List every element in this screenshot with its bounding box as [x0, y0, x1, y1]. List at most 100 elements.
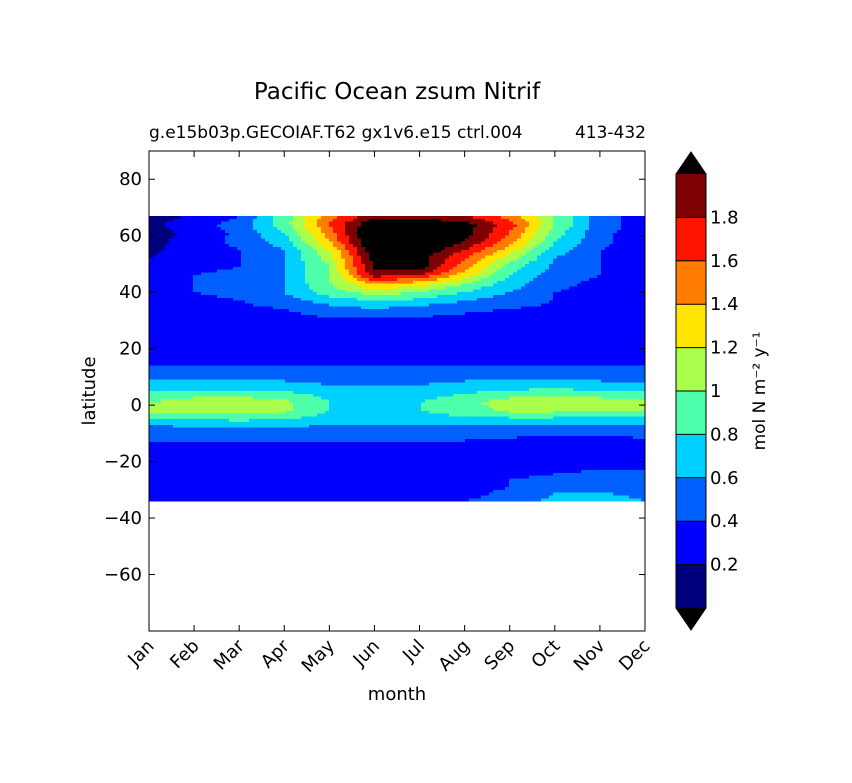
- contour-cell: [269, 252, 274, 257]
- contour-cell: [517, 241, 522, 245]
- contour-cell: [193, 289, 198, 293]
- contour-cell: [197, 269, 202, 274]
- contour-cell: [473, 258, 478, 262]
- contour-cell: [469, 280, 474, 285]
- contour-cell: [261, 258, 266, 262]
- contour-cell: [313, 238, 318, 242]
- contour-cell: [577, 221, 582, 226]
- contour-cell: [389, 235, 394, 240]
- contour-cell: [249, 235, 254, 240]
- contour-cell: [257, 263, 262, 268]
- contour-cell: [197, 275, 202, 279]
- contour-cell: [217, 218, 222, 223]
- contour-cell: [553, 269, 558, 274]
- contour-cell: [233, 303, 238, 307]
- contour-cell: [201, 252, 206, 257]
- contour-cell: [577, 252, 582, 257]
- contour-cell: [217, 295, 222, 299]
- contour-cell: [249, 244, 254, 248]
- contour-cell: [157, 255, 162, 259]
- contour-cell: [201, 295, 206, 299]
- contour-cell: [449, 280, 454, 285]
- contour-cell: [269, 297, 274, 302]
- contour-cell: [325, 235, 330, 240]
- contour-cell: [233, 249, 238, 254]
- contour-cell: [601, 278, 606, 282]
- contour-cell: [229, 295, 234, 299]
- contour-cell: [353, 263, 358, 268]
- contour-cell: [617, 286, 622, 290]
- contour-cell: [501, 272, 506, 276]
- contour-cell: [197, 221, 202, 226]
- contour-cell: [289, 261, 294, 265]
- contour-cell: [589, 230, 594, 234]
- contour-cell: [337, 252, 342, 257]
- contour-cell: [441, 252, 446, 257]
- contour-cell: [565, 283, 570, 288]
- contour-cell: [473, 275, 478, 279]
- contour-cell: [453, 247, 458, 251]
- contour-cell: [193, 261, 198, 265]
- contour-cell: [601, 244, 606, 248]
- contour-cell: [445, 272, 450, 276]
- contour-cell: [349, 266, 354, 271]
- contour-cell: [473, 224, 478, 228]
- contour-cell: [409, 261, 414, 265]
- contour-cell: [297, 289, 302, 293]
- contour-cell: [165, 244, 170, 248]
- contour-cell: [301, 255, 306, 259]
- contour-cell: [285, 258, 290, 262]
- contour-cell: [177, 269, 182, 274]
- contour-cell: [513, 292, 518, 296]
- contour-cell: [217, 224, 222, 228]
- contour-cell: [617, 266, 622, 271]
- contour-cell: [201, 258, 206, 262]
- contour-cell: [553, 258, 558, 262]
- contour-cell: [329, 235, 334, 240]
- contour-cell: [481, 230, 486, 234]
- contour-cell: [501, 289, 506, 293]
- contour-cell: [533, 283, 538, 288]
- contour-cell: [353, 227, 358, 231]
- contour-cell: [369, 230, 374, 234]
- contour-cell: [529, 235, 534, 240]
- contour-cell: [165, 232, 170, 237]
- contour-cell: [277, 295, 282, 299]
- contour-cell: [577, 235, 582, 240]
- contour-cell: [393, 295, 398, 299]
- contour-cell: [321, 235, 326, 240]
- contour-cell: [317, 272, 322, 276]
- contour-cell: [509, 235, 514, 240]
- contour-cell: [581, 283, 586, 288]
- contour-cell: [521, 221, 526, 226]
- contour-cell: [433, 278, 438, 282]
- contour-cell: [421, 249, 426, 254]
- contour-cell: [337, 224, 342, 228]
- contour-cell: [617, 258, 622, 262]
- contour-cell: [209, 244, 214, 248]
- contour-cell: [257, 303, 262, 307]
- contour-cell: [553, 289, 558, 293]
- contour-cell: [637, 292, 642, 296]
- contour-cell: [293, 247, 298, 251]
- contour-cell: [173, 278, 178, 282]
- contour-cell: [437, 263, 442, 268]
- contour-cell: [225, 255, 230, 259]
- contour-cell: [197, 292, 202, 296]
- contour-cell: [389, 215, 394, 220]
- contour-cell: [597, 300, 602, 305]
- contour-cell: [497, 300, 502, 305]
- contour-cell: [465, 241, 470, 245]
- contour-cell: [165, 292, 170, 296]
- contour-cell: [533, 300, 538, 305]
- contour-cell: [553, 278, 558, 282]
- contour-cell: [209, 295, 214, 299]
- contour-cell: [469, 300, 474, 305]
- contour-cell: [429, 292, 434, 296]
- contour-cell: [153, 266, 158, 271]
- contour-cell: [409, 266, 414, 271]
- contour-cell: [489, 295, 494, 299]
- contour-cell: [341, 283, 346, 288]
- contour-cell: [449, 300, 454, 305]
- contour-cell: [361, 258, 366, 262]
